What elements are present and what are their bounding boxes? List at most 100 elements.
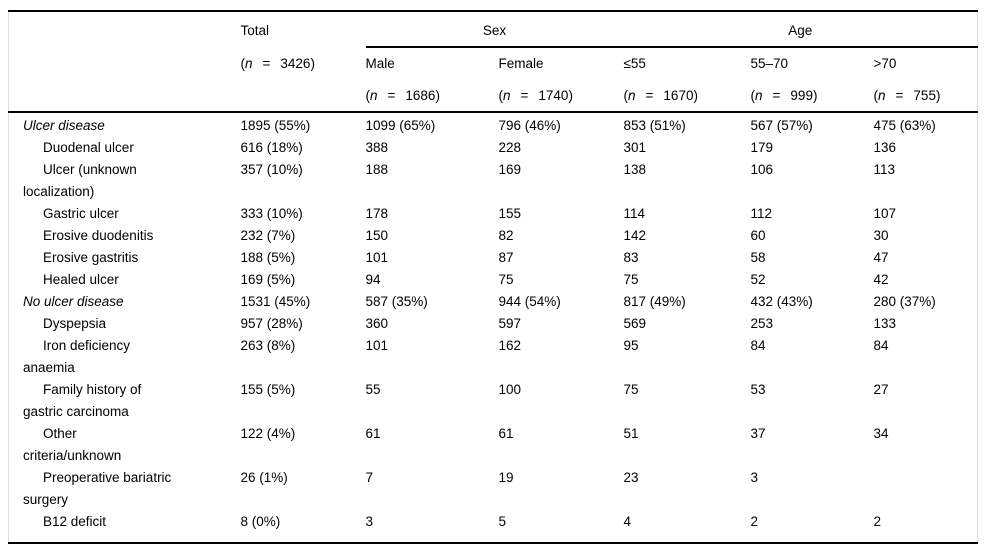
n-count: (n = 3426) [240,55,315,71]
cell-value: 61 [498,426,514,441]
n-count: (n = 1686) [365,87,440,103]
cell-value: 817 (49%) [623,294,686,309]
cell-value: 8 (0%) [240,514,281,529]
cell-value: 27 [873,382,889,397]
col-n-cell: (n = 755) [873,80,978,113]
cell-value: 301 [623,140,647,155]
row-label-line: Family history of [43,382,142,397]
cell-value: 138 [623,162,647,177]
table-row: Dyspepsia 957 (28%) 360 597 569 253 133 [9,313,978,335]
cell-value: 569 [623,316,647,331]
cell-value: 26 (1%) [240,470,288,485]
cell-value: 94 [365,272,381,287]
cell-value [874,467,978,511]
table-row: Ulcer (unknown localization) 357 (10%) 188 1… [9,159,978,203]
row-label-line: anaemia [23,360,75,375]
cell-value: 30 [873,228,889,243]
cell-value: 114 [623,206,646,221]
row-label: Iron deficiency anaemia [9,335,241,379]
row-label-line: Ulcer (unknown [43,162,137,177]
blank-cell [9,47,241,80]
n-count: (n = 755) [873,87,941,103]
cell-value: 567 (57%) [750,118,813,133]
cell-value: 34 [873,426,889,441]
col-n-cell: (n = 999) [750,80,874,113]
row-label: Duodenal ulcer [9,137,241,159]
cell-value: 136 [873,140,897,155]
cell-value: 388 [365,140,389,155]
cell-value: 101 [365,250,389,265]
row-label: Ulcer (unknown localization) [9,159,241,203]
header-group-row: Total Sex Age [9,11,978,48]
cell-value: 3 [750,470,759,485]
cell-value: 42 [873,272,889,287]
cell-value: 87 [498,250,514,265]
row-label-line: Preoperative bariatric [43,470,172,485]
cell-value: 19 [498,470,514,485]
cell-value: 84 [873,338,889,353]
row-label: Dyspepsia [9,313,241,335]
table-row: Healed ulcer 169 (5%) 94 75 75 52 42 [9,269,978,291]
cell-value: 228 [498,140,522,155]
total-n-cell: (n = 3426) [241,47,366,80]
col-n-cell: (n = 1670) [623,80,751,113]
row-label-line: Iron deficiency [43,338,131,353]
row-label-line: localization) [23,184,95,199]
row-label-line: Gastric ulcer [43,206,119,221]
header-label-row: (n = 3426) Male Female ≤55 55–70 >70 [9,47,978,80]
col-n-cell: (n = 1686) [365,80,499,113]
row-label-line: Other [43,426,77,441]
table-row: Other criteria/unknown 122 (4%) 61 61 51 37 34 [9,423,978,467]
col-header: Male [365,56,395,71]
row-label-line: B12 deficit [43,514,107,529]
row-label: Preoperative bariatric surgery [9,467,241,511]
table-row: Erosive duodenitis 232 (7%) 150 82 142 60 30 [9,225,978,247]
row-label-line: surgery [23,492,69,507]
cell-value: 122 (4%) [240,426,296,441]
row-label: Gastric ulcer [9,203,241,225]
cell-value: 432 (43%) [750,294,813,309]
n-count: (n = 1740) [498,87,573,103]
col-header: ≤55 [623,56,646,71]
cell-value: 944 (54%) [498,294,561,309]
row-label-line: gastric carcinoma [23,404,129,419]
table-header: Total Sex Age (n = 3426) Male Female ≤55 55–70… [8,11,978,113]
row-label: Family history of gastric carcinoma [9,379,241,423]
cell-value: 133 [873,316,897,331]
cell-value: 7 [365,470,374,485]
cell-value: 101 [365,338,389,353]
cell-value: 106 [750,162,774,177]
row-label: B12 deficit [9,511,241,543]
cell-value: 179 [750,140,774,155]
n-count: (n = 1670) [623,87,698,103]
cell-value: 188 (5%) [240,250,296,265]
cell-value: 47 [873,250,889,265]
row-label: Erosive gastritis [9,247,241,269]
patient-characteristics-table-container: Total Sex Age (n = 3426) Male Female ≤55 55–70… [8,10,979,544]
cell-value: 37 [750,426,766,441]
cell-value: 75 [623,272,639,287]
col-header: Female [498,56,544,71]
cell-value: 82 [498,228,514,243]
cell-value: 84 [750,338,766,353]
cell-value: 51 [623,426,639,441]
cell-value: 75 [623,382,639,397]
cell-value: 5 [498,514,507,529]
row-label: Other criteria/unknown [9,423,241,467]
row-label-line: Erosive gastritis [43,250,139,265]
cell-value: 333 (10%) [240,206,303,221]
table-body: Ulcer disease 1895 (55%) 1099 (65%) 796 (46… [9,112,978,543]
row-label: Erosive duodenitis [9,225,241,247]
table-row: Duodenal ulcer 616 (18%) 388 228 301 179 136 [9,137,978,159]
cell-value: 232 (7%) [240,228,296,243]
table-row: Family history of gastric carcinoma 155 (5… [9,379,978,423]
cell-value: 52 [750,272,766,287]
col-header: >70 [873,56,897,71]
cell-value: 1531 (45%) [240,294,311,309]
blank-cell [240,80,366,113]
cell-value: 1895 (55%) [240,118,311,133]
table-row: Preoperative bariatric surgery 26 (1%) 7 19 2… [9,467,978,511]
cell-value: 75 [498,272,514,287]
table-row: Erosive gastritis 188 (5%) 101 87 83 58 47 [9,247,978,269]
row-label: Healed ulcer [9,269,241,291]
